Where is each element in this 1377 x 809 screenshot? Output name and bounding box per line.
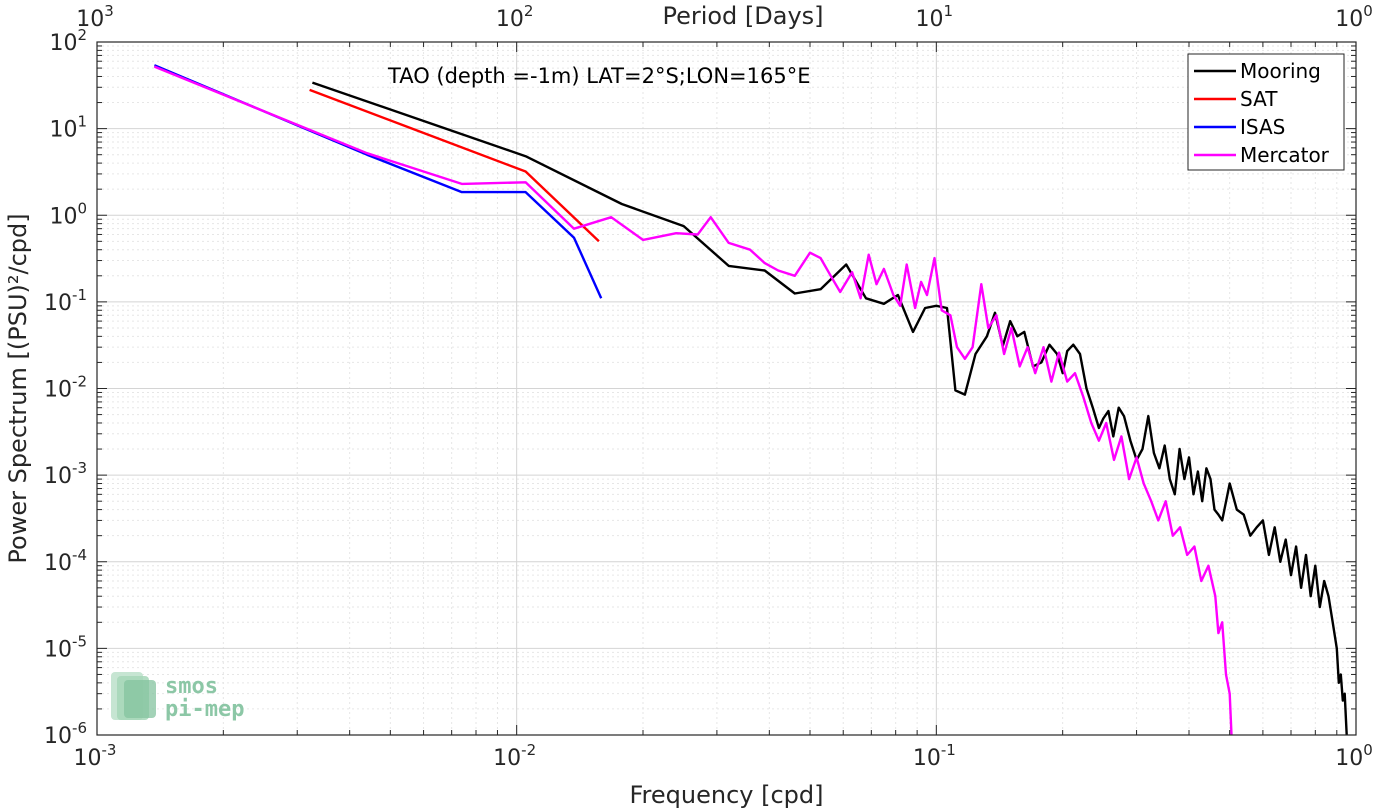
x-tick-label: 10-3	[74, 741, 117, 771]
logo-text-pi-mep: pi-mep	[165, 697, 244, 722]
y-axis-title: Power Spectrum [(PSU)²/cpd]	[4, 213, 32, 563]
x-tick-label: 10-1	[913, 741, 956, 771]
legend-box	[1187, 53, 1345, 171]
legend-label-isas: ISAS	[1240, 115, 1285, 139]
smos-pi-mep-logo: smos pi-mep	[111, 672, 244, 722]
legend-label-mercator: Mercator	[1240, 143, 1330, 167]
series-line-sat	[309, 88, 600, 243]
x-tick-label: 100	[1335, 741, 1373, 771]
top-tick-label: 102	[496, 2, 534, 32]
x-axis-title: Frequency [cpd]	[629, 781, 823, 809]
legend-label-sat: SAT	[1240, 87, 1278, 111]
tick-marks	[96, 41, 1357, 736]
series-line-mooring	[312, 81, 1348, 736]
y-tick-label: 102	[49, 26, 87, 56]
chart-title: TAO (depth =-1m) LAT=2°S;LON=165°E	[387, 64, 811, 88]
top-axis-title: Period [Days]	[662, 2, 823, 30]
legend: Mooring SAT ISAS Mercator	[1187, 53, 1345, 171]
y-tick-label: 10-4	[44, 546, 87, 576]
y-tick-label: 10-2	[44, 373, 87, 403]
legend-label-mooring: Mooring	[1240, 59, 1321, 83]
top-tick-label: 100	[1335, 2, 1373, 32]
top-tick-label: 103	[76, 2, 114, 32]
y-tick-label: 10-1	[44, 286, 87, 316]
x-tick-label: 10-2	[493, 741, 536, 771]
top-tick-label: 101	[916, 2, 954, 32]
y-tick-label: 101	[49, 113, 87, 143]
logo-text-smos: smos	[165, 674, 218, 699]
y-tick-label: 10-6	[44, 719, 87, 749]
y-tick-label: 10-3	[44, 459, 87, 489]
logo-layer-3	[124, 680, 156, 718]
series-line-mercator	[153, 65, 1233, 736]
series-layer	[153, 64, 1348, 736]
y-tick-label: 100	[49, 199, 87, 229]
y-tick-label: 10-5	[44, 632, 87, 662]
